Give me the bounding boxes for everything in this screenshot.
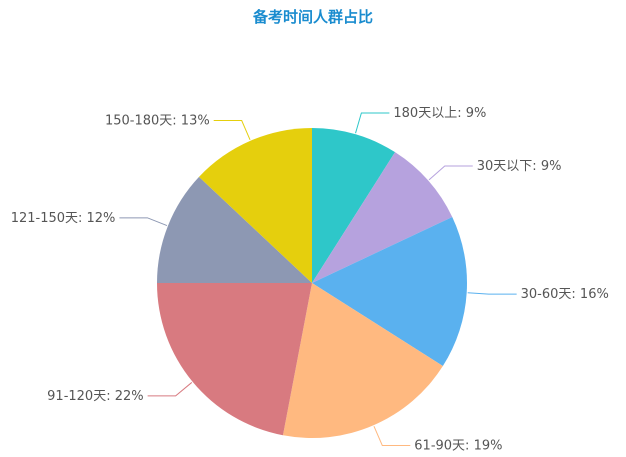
- slice-label-3: 30-60天: 16%: [521, 287, 609, 302]
- labels-layer: 180天以上: 9% 30天以下: 9% 30-60天: 16% 61-90天: 19…: [11, 106, 609, 453]
- slice-label-5: 91-120天: 22%: [47, 389, 143, 404]
- leader-line-2: [428, 165, 473, 181]
- pie-slice-4[interactable]: [282, 283, 443, 438]
- pie-slice-2[interactable]: [312, 152, 453, 283]
- pie-slice-3[interactable]: [312, 217, 467, 367]
- leader-line-7: [213, 120, 251, 141]
- leader-line-6: [119, 217, 168, 227]
- slice-label-1: 180天以上: 9%: [393, 106, 486, 121]
- pie-slice-7[interactable]: [199, 128, 312, 283]
- pie-slice-6[interactable]: [157, 176, 312, 283]
- slice-label-7: 150-180天: 13%: [105, 114, 210, 129]
- chart-title: 备考时间人群占比: [252, 8, 373, 26]
- slice-label-6: 121-150天: 12%: [11, 211, 116, 226]
- slice-label-2: 30天以下: 9%: [477, 159, 562, 174]
- leader-line-1: [355, 112, 390, 134]
- leaders-layer: [119, 112, 517, 446]
- slices-layer: [157, 128, 467, 438]
- pie-slice-1[interactable]: [312, 128, 396, 283]
- leader-line-5: [147, 382, 193, 397]
- slice-label-4: 61-90天: 19%: [414, 438, 502, 453]
- leader-line-3: [467, 292, 517, 295]
- leader-line-4: [373, 425, 411, 446]
- pie-slice-5[interactable]: [157, 283, 312, 436]
